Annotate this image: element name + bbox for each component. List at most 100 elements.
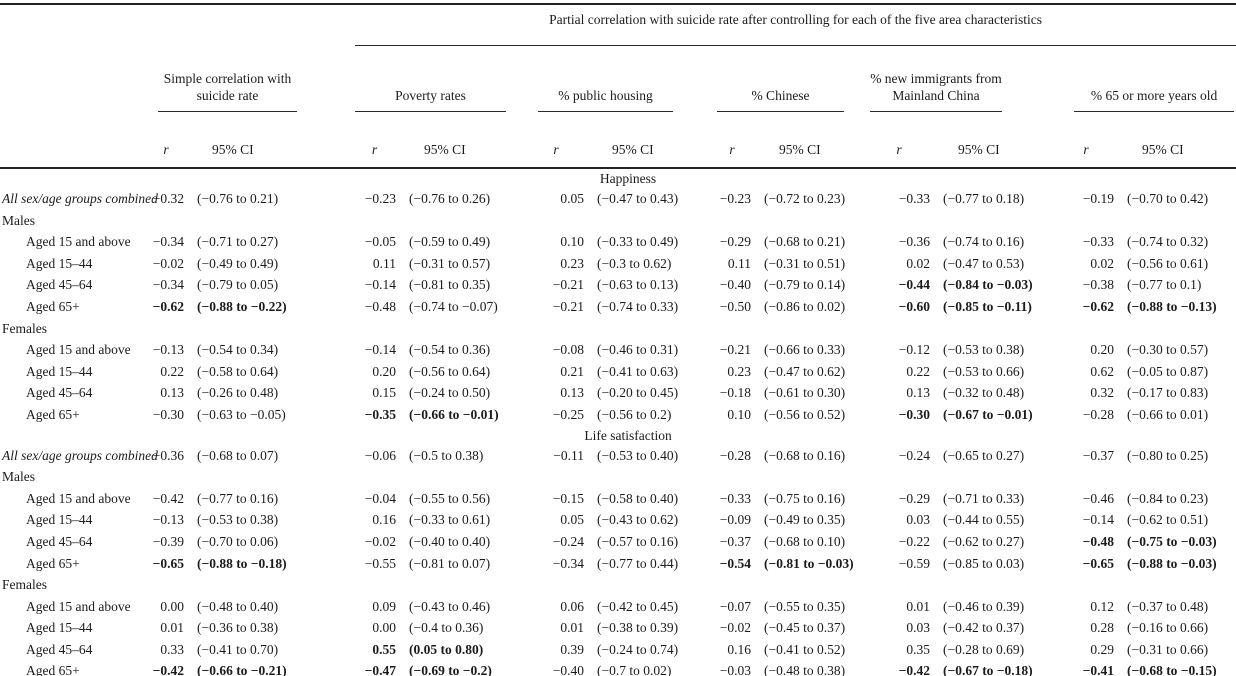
r-value: −0.29: [715, 231, 755, 253]
partial-correlation-header: Partial correlation with suicide rate af…: [355, 4, 1236, 46]
ci-value-text: (−0.66 to 0.33): [764, 342, 846, 358]
r-value-text: −0.62: [152, 298, 184, 314]
row-label: Aged 15–44: [0, 253, 150, 275]
ci-value: (−0.49 to 0.49): [188, 253, 355, 275]
ci-value: (−0.43 to 0.62): [588, 509, 715, 531]
column-group-label: Simple correlation with suicide rate: [158, 46, 297, 112]
r-value: −0.40: [715, 274, 755, 296]
r-value-text: −0.12: [898, 342, 930, 358]
ci-value-text: (−0.56 to 0.61): [1127, 255, 1209, 271]
ci-value: (−0.7 to 0.02): [588, 660, 715, 676]
row-label: Females: [0, 318, 150, 340]
r-value: −0.30: [150, 404, 188, 426]
r-value: −0.28: [1060, 404, 1118, 426]
r-value: 0.35: [870, 639, 934, 661]
ci-value: (−0.68 to −0.15): [1118, 660, 1236, 676]
r-value: 0.23: [530, 253, 588, 275]
table-row: Aged 65+ −0.62 (−0.88 to −0.22) −0.48 (−0.74…: [0, 296, 1236, 318]
r-value: −0.54: [715, 553, 755, 575]
ci-value: (−0.46 to 0.31): [588, 339, 715, 361]
ci-value: (−0.55 to 0.56): [400, 488, 530, 510]
r-value-text: 0.20: [1090, 342, 1114, 358]
section-title-text: Life satisfaction: [584, 427, 672, 443]
row-label: Aged 45–64: [0, 274, 150, 296]
r-value-text: 0.20: [372, 363, 396, 379]
ci-value: (−0.69 to −0.2): [400, 660, 530, 676]
r-value: 0.10: [530, 231, 588, 253]
r-value-text: 0.01: [906, 598, 930, 614]
r-value-text: 0.00: [372, 620, 396, 636]
table-row: Aged 65+ −0.42 (−0.66 to −0.21) −0.47 (−0.69…: [0, 660, 1236, 676]
r-value: −0.28: [715, 445, 755, 467]
ci-value-text: (−0.41 to 0.70): [197, 641, 279, 657]
r-value: −0.33: [870, 188, 934, 210]
ci-value: (−0.63 to −0.05): [188, 404, 355, 426]
r-value: −0.05: [355, 231, 400, 253]
ci-value: (−0.79 to 0.05): [188, 274, 355, 296]
r-value-text: −0.32: [152, 191, 184, 206]
ci-value: (−0.67 to −0.01): [934, 404, 1060, 426]
row-label: Aged 65+: [0, 404, 150, 426]
ci-value-text: (−0.58 to 0.40): [597, 490, 679, 506]
ci-value: (−0.77 to 0.18): [934, 188, 1060, 210]
r-value: 0.05: [530, 509, 588, 531]
ci-subheader-text: 95% CI: [958, 142, 1000, 157]
partial-correlation-title: Partial correlation with suicide rate af…: [549, 12, 1042, 27]
r-value-text: −0.03: [719, 663, 751, 676]
ci-value-text: (−0.62 to 0.27): [943, 533, 1025, 549]
ci-value-text: (−0.66 to 0.01): [1127, 406, 1209, 422]
r-value-text: 0.32: [1090, 385, 1114, 401]
empty-cells: [150, 318, 1236, 340]
r-value-text: 0.11: [372, 255, 396, 271]
ci-value-text: (−0.77 to 0.16): [197, 490, 279, 506]
ci-value: (−0.53 to 0.38): [188, 509, 355, 531]
r-value: 0.05: [530, 188, 588, 210]
row-label-text: Aged 45–64: [26, 533, 93, 549]
ci-value-text: (−0.55 to 0.56): [409, 490, 491, 506]
ci-value-text: (−0.31 to 0.51): [764, 255, 846, 271]
row-label-text: Aged 45–64: [26, 641, 93, 657]
ci-subheader-text: 95% CI: [779, 142, 821, 157]
ci-value-text: (−0.76 to 0.26): [409, 191, 491, 206]
ci-value-text: (−0.81 to −0.03): [764, 555, 854, 571]
partial-header-row: Partial correlation with suicide rate af…: [0, 4, 1236, 46]
row-label: Males: [0, 210, 150, 232]
ci-value: (−0.68 to 0.07): [188, 445, 355, 467]
ci-value-text: (−0.81 to 0.35): [409, 277, 491, 293]
empty-cells: [150, 210, 1236, 232]
r-value: −0.03: [715, 660, 755, 676]
row-label-text: Males: [2, 469, 35, 485]
r-value: 0.02: [870, 253, 934, 275]
r-value-text: −0.42: [152, 663, 184, 676]
ci-value-text: (−0.37 to 0.48): [1127, 598, 1209, 614]
r-value-text: −0.07: [719, 598, 751, 614]
r-value: 0.11: [715, 253, 755, 275]
r-value-text: 0.13: [160, 385, 184, 401]
row-label-text: Aged 15 and above: [26, 342, 131, 358]
ci-subheader-text: 95% CI: [212, 142, 254, 157]
r-value: −0.14: [355, 339, 400, 361]
ci-value-text: (−0.88 to −0.18): [197, 555, 287, 571]
r-value-text: −0.21: [552, 298, 584, 314]
ci-value-text: (−0.3 to 0.62): [597, 255, 672, 271]
ci-value: (−0.66 to −0.21): [188, 660, 355, 676]
row-label-text: Aged 15–44: [26, 512, 93, 528]
r-value: 0.16: [715, 639, 755, 661]
r-value-text: −0.25: [552, 406, 584, 422]
r-value: −0.24: [870, 445, 934, 467]
ci-value-text: (−0.86 to 0.02): [764, 298, 846, 314]
r-value: 0.15: [355, 382, 400, 404]
ci-value-text: (−0.65 to 0.27): [943, 447, 1025, 463]
ci-value-text: (−0.67 to −0.01): [943, 406, 1033, 422]
ci-value: (−0.68 to 0.16): [755, 445, 870, 467]
ci-value-text: (−0.59 to 0.49): [409, 234, 491, 250]
ci-value-text: (−0.68 to −0.15): [1127, 663, 1217, 676]
ci-value: (−0.20 to 0.45): [588, 382, 715, 404]
ci-value: (−0.70 to 0.06): [188, 531, 355, 553]
r-value: 0.20: [355, 361, 400, 383]
r-value-text: 0.12: [1090, 598, 1114, 614]
r-value: 0.01: [870, 596, 934, 618]
r-value-text: 0.29: [1090, 641, 1114, 657]
ci-value-text: (−0.24 to 0.74): [597, 641, 679, 657]
r-value: −0.29: [870, 488, 934, 510]
